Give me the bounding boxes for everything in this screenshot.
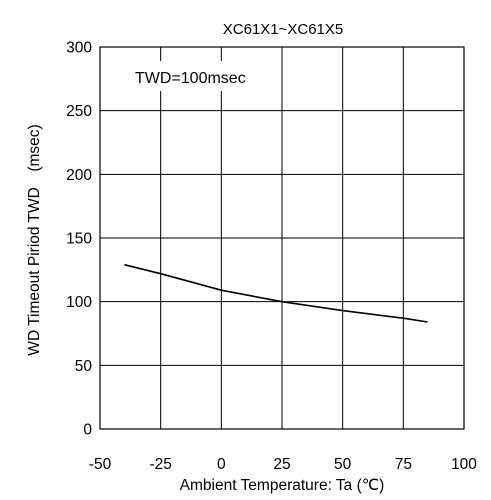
y-tick-label: 250 (66, 103, 92, 120)
series-line (124, 263, 428, 323)
annotation-label: TWD=100msec (135, 70, 246, 87)
y-tick-labels: 0 50 100 150 200 250 300 (66, 40, 92, 439)
x-tick-label: 25 (273, 456, 290, 473)
y-tick-label: 300 (66, 40, 92, 57)
x-tick-label: -50 (89, 456, 112, 473)
y-tick-label: 150 (66, 231, 92, 248)
x-tick-label: -25 (149, 456, 171, 473)
x-tick-labels: -50 -25 0 25 50 75 100 (89, 456, 478, 473)
x-tick-label: 50 (334, 456, 352, 473)
y-tick-label: 200 (66, 167, 92, 184)
series-group (124, 263, 428, 323)
y-tick-label: 0 (83, 422, 92, 439)
grid (99, 46, 465, 430)
y-axis-label: WD Timeout Piriod TWD (msec) (26, 124, 43, 355)
x-tick-label: 75 (395, 456, 412, 473)
annotation-box: TWD=100msec (126, 61, 269, 91)
plot-frame (99, 46, 465, 430)
x-tick-label: 0 (217, 456, 226, 473)
y-tick-label: 100 (66, 294, 92, 311)
x-axis-label: Ambient Temperature: Ta (℃) (180, 477, 385, 494)
chart-title: XC61X1~XC61X5 (223, 21, 344, 38)
y-tick-label: 50 (75, 358, 93, 375)
x-tick-label: 100 (451, 456, 477, 473)
